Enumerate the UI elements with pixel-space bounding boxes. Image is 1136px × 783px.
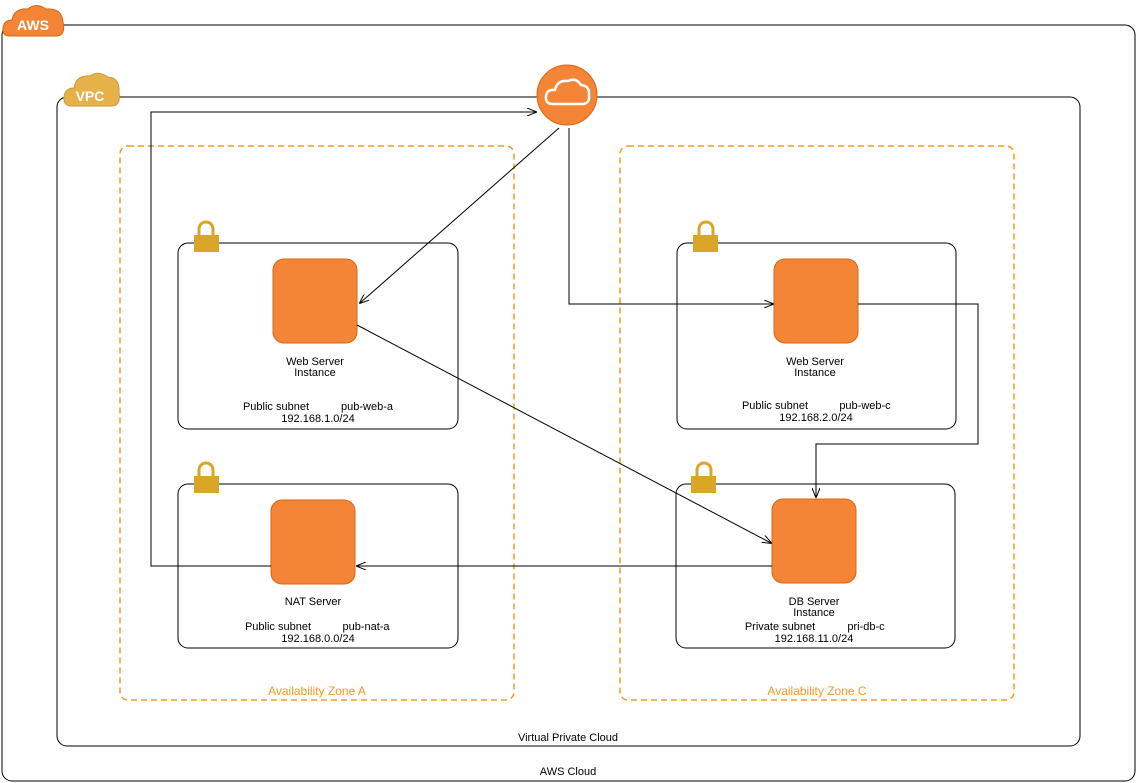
subnet-pri-db-c: DB Server Instance Private subnet pri-db… [675,461,956,649]
internet-gateway-cloud-icon [544,78,591,106]
vpc-cloud-icon [63,72,120,107]
vpc-badge-label: VPC [76,88,105,104]
subnet-name: pub-nat-a [342,621,390,633]
subnet-cidr: 192.168.2.0/24 [779,412,852,424]
web-server-instance-a-icon[interactable] [272,258,358,344]
instance-label-line1: Web Server [786,356,844,368]
aws-badge: AWS [2,5,65,37]
availability-zone-a-label: Availability Zone A [268,684,366,698]
subnet-cidr: 192.168.11.0/24 [775,633,854,645]
instance-label-line2: Instance [294,367,336,379]
connector-gateway-to-web-c [568,128,773,304]
subnet-name: pri-db-c [847,621,885,633]
instance-label-line1: NAT Server [285,596,342,608]
subnet-cidr: 192.168.0.0/24 [281,633,354,645]
connector-web-c-to-db [816,303,979,497]
subnet-name: pub-web-c [839,400,891,412]
subnet-cidr: 192.168.1.0/24 [281,413,354,425]
subnet-pub-web-a: Web Server Instance Public subnet pub-we… [177,220,459,430]
subnet-kind: Public subnet [243,401,309,413]
lock-icon [693,220,718,252]
availability-zone-a [119,145,515,701]
subnet-name: pub-web-a [341,401,394,413]
instance-label-line2: Instance [794,367,836,379]
subnet-kind: Public subnet [245,621,311,633]
instance-label-line2: Instance [793,607,835,619]
db-server-instance-icon[interactable] [771,498,857,584]
subnet-kind: Public subnet [742,400,808,412]
nat-server-instance-icon[interactable] [270,499,356,585]
lock-icon [194,461,219,493]
subnet-pub-web-c: Web Server Instance Public subnet pub-we… [676,220,957,430]
connector-web-a-to-db [356,324,771,543]
instance-label-line1: DB Server [789,596,840,608]
vpc-label: Virtual Private Cloud [518,732,618,744]
availability-zone-c-label: Availability Zone C [767,684,866,698]
aws-cloud-container [1,24,1136,782]
lock-icon [194,220,219,252]
aws-badge-label: AWS [17,17,49,33]
connectors [150,112,979,567]
lock-icon [691,461,716,493]
subnet-kind: Private subnet [745,621,815,633]
internet-gateway[interactable] [536,64,598,126]
web-server-instance-c-icon[interactable] [773,258,859,344]
connector-gateway-to-web-a [360,127,560,303]
instance-label-line1: Web Server [286,356,344,368]
subnet-pub-nat-a: NAT Server Public subnet pub-nat-a 192.1… [177,461,459,649]
vpc-badge: VPC [63,72,120,107]
aws-cloud-label: AWS Cloud [540,766,596,778]
availability-zone-c [619,145,1015,701]
aws-cloud-icon [2,5,65,37]
connector-nat-to-gateway [150,112,536,567]
